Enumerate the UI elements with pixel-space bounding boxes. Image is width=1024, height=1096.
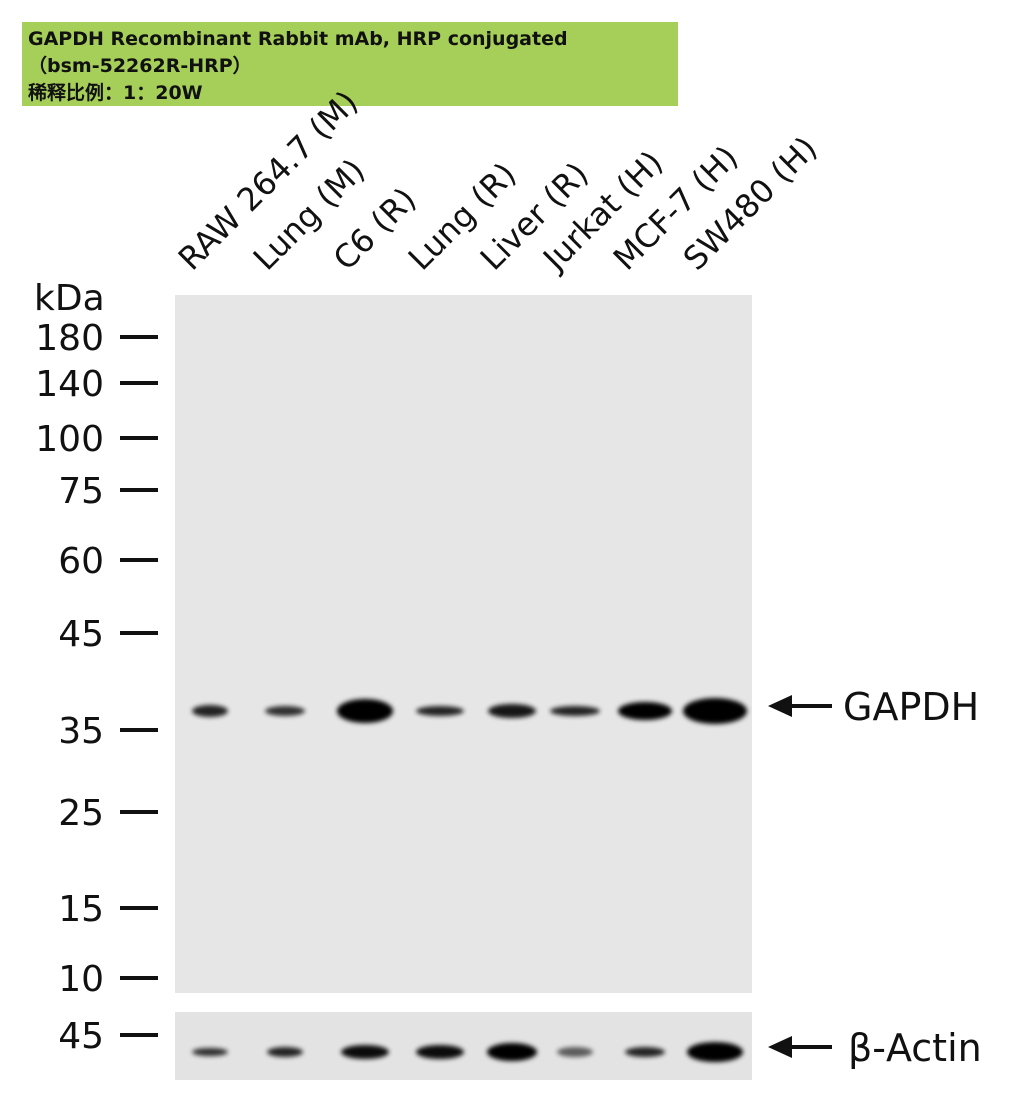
- gapdh-band: [488, 704, 536, 718]
- marker-label: 140: [35, 364, 104, 405]
- actin-band: [625, 1047, 665, 1057]
- marker-label: 45: [58, 614, 104, 655]
- blot-main: [175, 295, 752, 993]
- header-catalog: （bsm-52262R-HRP）: [28, 54, 252, 77]
- actin-band: [341, 1045, 389, 1059]
- actin-band: [416, 1045, 464, 1059]
- actin-band: [192, 1048, 228, 1056]
- marker-label: 45: [58, 1016, 104, 1057]
- blot-actin: [175, 1012, 752, 1080]
- marker-label: 10: [58, 959, 104, 1000]
- gapdh-band: [550, 706, 600, 716]
- gapdh-band: [265, 706, 305, 716]
- marker-label: 15: [58, 889, 104, 930]
- actin-band: [267, 1047, 303, 1057]
- target-label: β-Actin: [848, 1026, 982, 1070]
- actin-band: [557, 1047, 593, 1057]
- marker-label: 75: [58, 471, 104, 512]
- marker-label: 25: [58, 793, 104, 834]
- gapdh-band: [683, 698, 747, 724]
- marker-label: 100: [35, 419, 104, 460]
- gapdh-band: [618, 702, 672, 720]
- actin-arrow: [768, 1036, 832, 1058]
- kda-unit: kDa: [34, 278, 105, 319]
- header-box: [22, 22, 678, 106]
- target-label: GAPDH: [843, 685, 979, 729]
- gapdh-arrow: [768, 695, 832, 717]
- gapdh-band: [192, 705, 228, 717]
- marker-label: 35: [58, 711, 104, 752]
- marker-label: 180: [35, 318, 104, 359]
- header-dilution: 稀释比例：1：20W: [28, 81, 203, 104]
- gapdh-band: [337, 699, 393, 723]
- actin-band: [687, 1042, 743, 1062]
- header-title: GAPDH Recombinant Rabbit mAb, HRP conjug…: [28, 28, 568, 50]
- marker-label: 60: [58, 541, 104, 582]
- gapdh-band: [416, 706, 464, 716]
- actin-band: [487, 1043, 537, 1061]
